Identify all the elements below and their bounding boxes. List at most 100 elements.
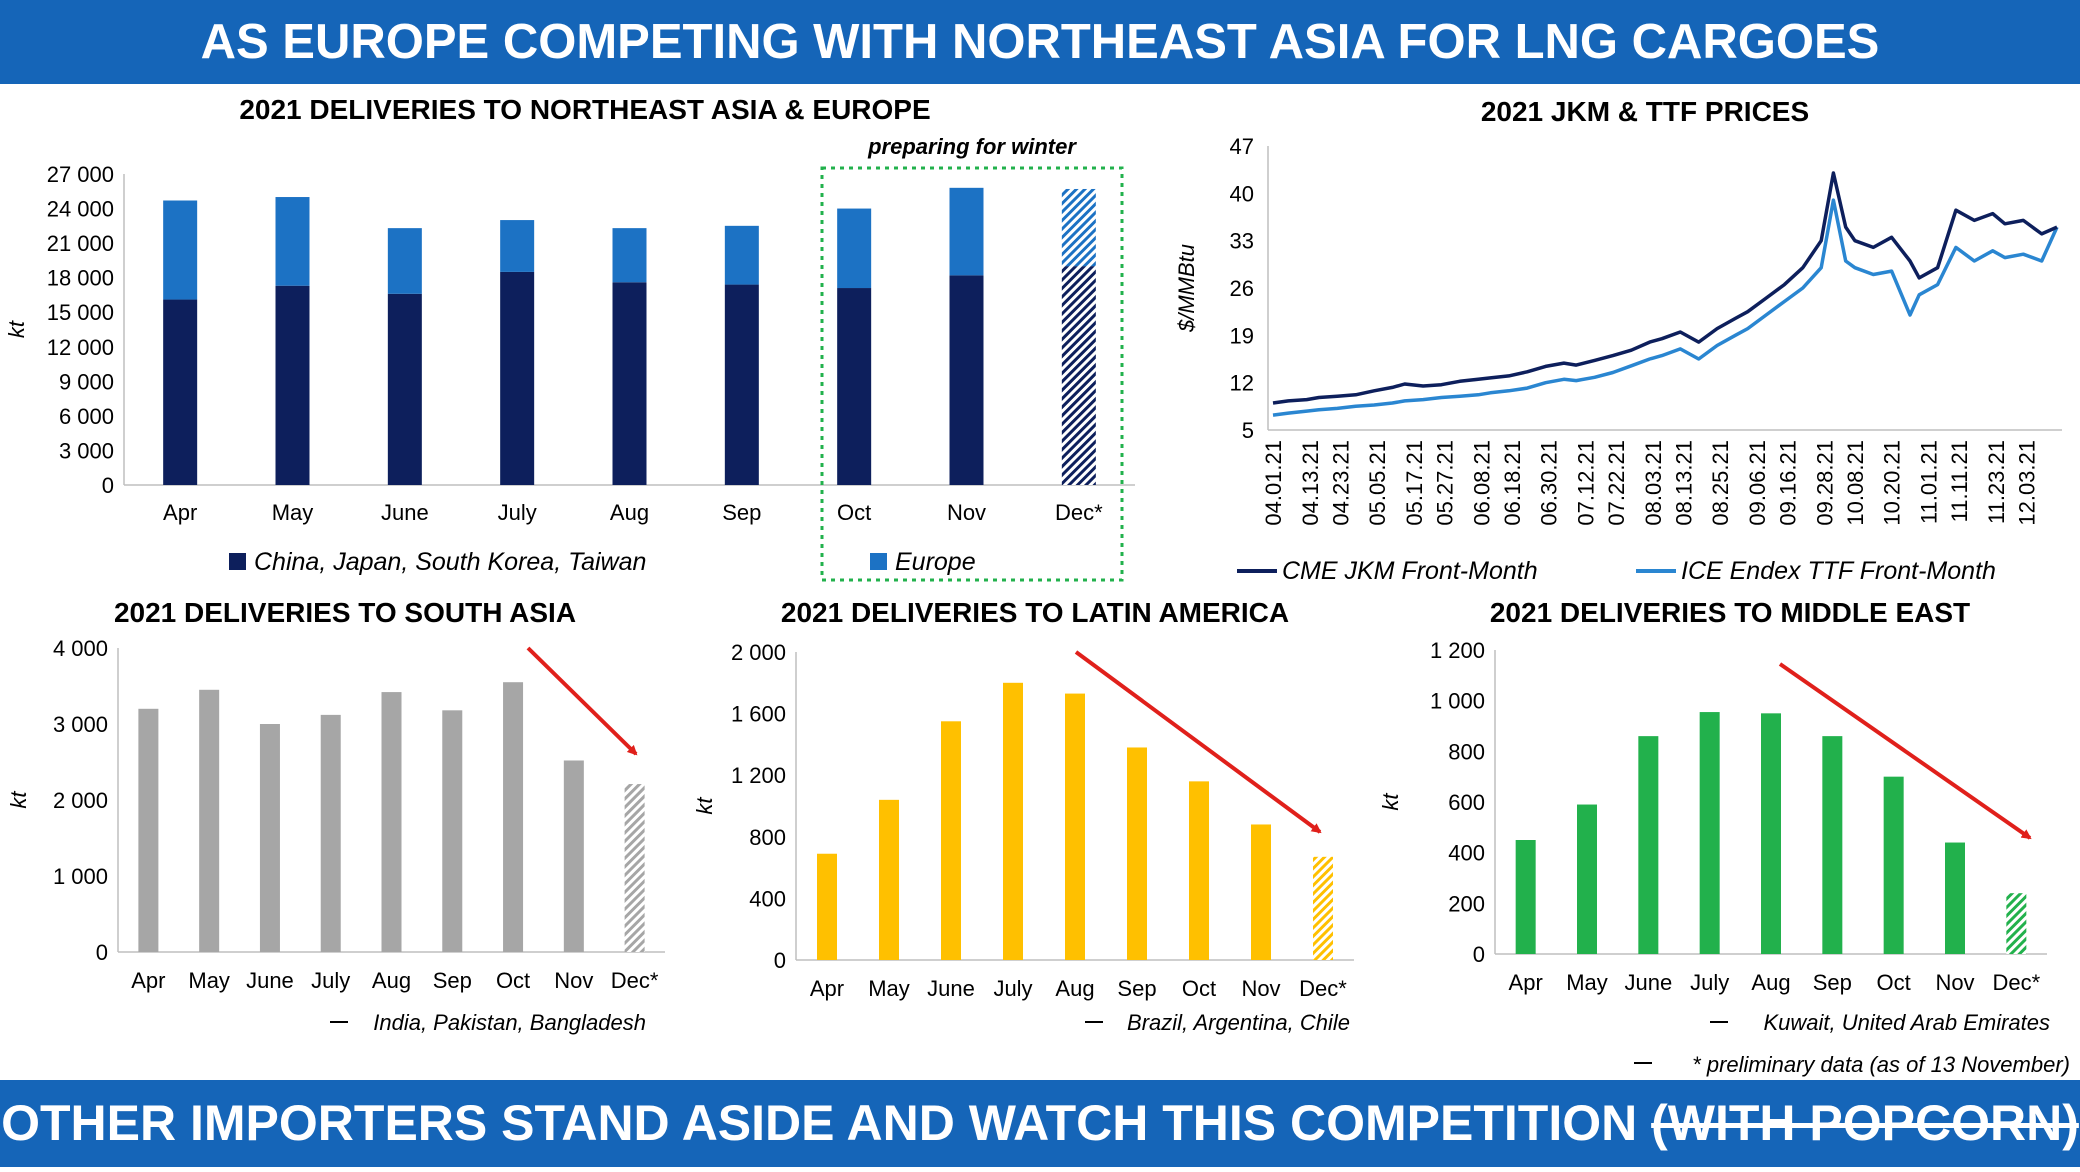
c3-bar <box>1313 856 1333 960</box>
c1-xtick: 05.05.21 <box>1365 440 1390 526</box>
c0-ylabel: kt <box>4 320 29 338</box>
c2-bar <box>381 692 402 952</box>
c1-xtick: 09.28.21 <box>1812 440 1837 526</box>
c0-bar <box>612 228 647 283</box>
c4-xtick: Apr <box>1509 970 1543 995</box>
c3-xtick: Apr <box>810 976 844 1001</box>
c1-ytick: 33 <box>1230 229 1254 254</box>
c0-ytick: 18 000 <box>47 266 114 291</box>
c3-bar <box>817 853 837 960</box>
c3-ytick: 2 000 <box>731 640 786 665</box>
c0-xtick: Apr <box>163 500 197 525</box>
c4-bar <box>1515 840 1536 954</box>
c2-xtick: Aug <box>372 968 411 993</box>
c1-ylabel: $/MMBtu <box>1174 244 1199 333</box>
c2-ytick: 0 <box>96 940 108 965</box>
c0-title: 2021 DELIVERIES TO NORTHEAST ASIA & EURO… <box>239 94 930 125</box>
c4-bar <box>1883 776 1904 954</box>
c1-xtick: 09.16.21 <box>1776 440 1801 526</box>
c2-xtick: Sep <box>433 968 472 993</box>
c0-bar <box>387 293 422 485</box>
chart-south-asia: 2021 DELIVERIES TO SOUTH ASIA kt 0 1 000 2 0… <box>6 597 665 1035</box>
c4-trend-arrow <box>1778 662 2032 840</box>
c4-ytick: 800 <box>1448 739 1485 764</box>
c2-xtick: July <box>311 968 350 993</box>
c1-xtick: 06.30.21 <box>1537 440 1562 526</box>
c3-xtick: June <box>927 976 975 1001</box>
chart-middle-east: 2021 DELIVERIES TO MIDDLE EAST kt 0 200 400 6… <box>1378 597 2050 1035</box>
c4-xtick: Oct <box>1877 970 1911 995</box>
chart-jkm-ttf-prices: 2021 JKM & TTF PRICES $/MMBtu 5 12 19 26 33 40 4… <box>1174 96 2062 585</box>
c4-bar <box>2006 893 2027 954</box>
c0-legend-swatch-europe <box>870 553 887 570</box>
c3-bar <box>1065 693 1085 960</box>
c3-ytick: 1 600 <box>731 702 786 727</box>
c0-xtick: May <box>272 500 314 525</box>
c2-trend-arrow <box>526 646 638 756</box>
bottom-banner: OTHER IMPORTERS STAND ASIDE AND WATCH TH… <box>0 1080 2080 1167</box>
c3-ytick: 1 200 <box>731 763 786 788</box>
c4-source-label: Kuwait, United Arab Emirates <box>1763 1010 2050 1035</box>
c4-title: 2021 DELIVERIES TO MIDDLE EAST <box>1490 597 1970 628</box>
c1-ytick: 26 <box>1230 276 1254 301</box>
chart-nea-europe: 2021 DELIVERIES TO NORTHEAST ASIA & EURO… <box>4 94 1135 582</box>
c0-xtick: Sep <box>722 500 761 525</box>
c2-ytick: 3 000 <box>53 712 108 737</box>
c0-bar <box>949 275 984 485</box>
c4-xtick: Aug <box>1751 970 1790 995</box>
c1-ytick: 40 <box>1230 181 1254 206</box>
c2-bar <box>138 708 159 952</box>
c3-xtick: Oct <box>1182 976 1216 1001</box>
c2-source-label: India, Pakistan, Bangladesh <box>373 1010 646 1035</box>
c0-ytick: 15 000 <box>47 300 114 325</box>
c3-ytick: 800 <box>749 825 786 850</box>
c3-xtick: Nov <box>1241 976 1280 1001</box>
c0-annotation: preparing for winter <box>867 134 1077 159</box>
top-banner: AS EUROPE COMPETING WITH NORTHEAST ASIA … <box>0 0 2080 84</box>
c0-bar <box>612 282 647 485</box>
c3-bar <box>1003 682 1023 960</box>
c2-bar <box>563 760 584 952</box>
footnote-text: * preliminary data (as of 13 November) <box>1692 1052 2070 1077</box>
c1-xtick: 12.03.21 <box>2014 440 2039 526</box>
c3-title: 2021 DELIVERIES TO LATIN AMERICA <box>781 597 1289 628</box>
c4-xtick: Dec* <box>1992 970 2040 995</box>
c4-ytick: 400 <box>1448 841 1485 866</box>
c0-bar <box>949 187 984 276</box>
c1-xtick: 04.01.21 <box>1261 440 1286 526</box>
c2-bar <box>503 682 524 952</box>
c0-bar <box>387 228 422 294</box>
c4-xtick: June <box>1624 970 1672 995</box>
c1-xtick: 06.18.21 <box>1500 440 1525 526</box>
c4-ytick: 600 <box>1448 790 1485 815</box>
bottom-banner-struck-text: (WITH POPCORN) <box>1651 1095 2079 1151</box>
c4-bar <box>1699 712 1720 954</box>
c0-highlight-box <box>820 166 1124 582</box>
c0-legend-swatch-nea <box>229 553 246 570</box>
c0-xtick: Dec* <box>1055 500 1103 525</box>
c2-ytick: 4 000 <box>53 636 108 661</box>
c1-xtick: 11.23.21 <box>1984 440 2009 524</box>
c1-ytick: 5 <box>1242 418 1254 443</box>
c0-bar <box>163 299 198 485</box>
c0-ytick: 21 000 <box>47 231 114 256</box>
c3-bar <box>1189 781 1209 960</box>
c4-ylabel: kt <box>1378 793 1403 811</box>
c1-series-ttf-line <box>1272 198 2059 417</box>
c1-xtick: 11.11.21 <box>1947 440 1972 522</box>
c1-xtick: 07.12.21 <box>1573 440 1598 526</box>
c0-bar <box>724 225 759 285</box>
c4-ytick: 0 <box>1473 942 1485 967</box>
c3-bar <box>1127 747 1147 960</box>
c1-series-jkm-line <box>1272 171 2058 405</box>
c0-bar <box>275 197 310 286</box>
c3-xtick: Dec* <box>1299 976 1347 1001</box>
c1-xtick: 08.03.21 <box>1641 440 1666 526</box>
c0-bar <box>837 208 872 289</box>
c0-ytick: 24 000 <box>47 197 114 222</box>
c2-xtick: Dec* <box>611 968 659 993</box>
c0-ytick: 9 000 <box>59 369 114 394</box>
c0-bar <box>500 220 535 272</box>
c1-xtick: 08.13.21 <box>1671 440 1696 526</box>
c0-xtick: July <box>498 500 537 525</box>
